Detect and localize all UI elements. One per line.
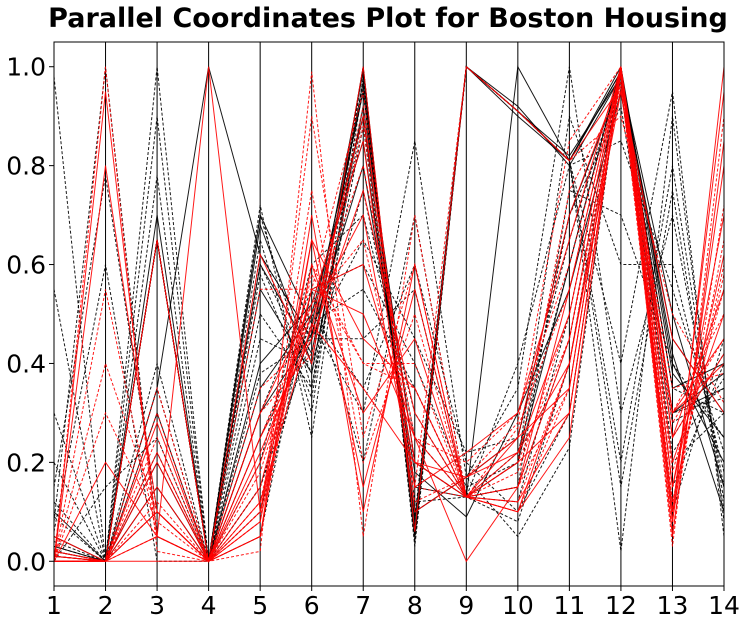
x-tick-label: 10 <box>502 591 534 620</box>
x-tick-label: 4 <box>201 591 217 620</box>
chart-title: Parallel Coordinates Plot for Boston Hou… <box>48 3 728 34</box>
x-tick-label: 3 <box>149 591 165 620</box>
x-tick-label: 5 <box>252 591 268 620</box>
x-tick-label: 7 <box>355 591 371 620</box>
y-tick-label: 0.6 <box>6 251 46 280</box>
x-tick-label: 14 <box>708 591 740 620</box>
y-tick-label: 0.2 <box>6 448 46 477</box>
y-tick-label: 0.0 <box>6 547 46 576</box>
series-line <box>53 116 725 562</box>
plot-frame <box>53 41 725 587</box>
series-line <box>53 104 725 564</box>
x-tick-label: 13 <box>657 591 689 620</box>
x-tick-label: 1 <box>46 591 62 620</box>
x-tick-label: 9 <box>458 591 474 620</box>
y-tick-label: 1.0 <box>6 53 46 82</box>
y-axis-ticks: 0.0 0.2 0.4 0.6 0.8 1.0 <box>6 53 54 576</box>
y-tick-label: 0.4 <box>6 349 46 378</box>
series-line <box>53 66 725 563</box>
x-tick-label: 11 <box>553 591 585 620</box>
series-line <box>53 66 725 562</box>
series-lines <box>53 65 725 564</box>
x-tick-label: 8 <box>407 591 423 620</box>
x-tick-label: 6 <box>304 591 320 620</box>
y-tick-label: 0.8 <box>6 152 46 181</box>
x-axis-ticks: 1 2 3 4 5 6 7 8 9 10 11 12 13 14 <box>46 586 740 620</box>
x-tick-label: 2 <box>98 591 114 620</box>
series-line <box>53 81 725 562</box>
series-line <box>54 66 725 562</box>
series-line <box>53 66 725 564</box>
series-line <box>53 65 725 562</box>
series-line <box>54 65 725 563</box>
series-line <box>53 65 725 562</box>
x-tick-label: 12 <box>605 591 637 620</box>
series-line <box>53 86 725 562</box>
